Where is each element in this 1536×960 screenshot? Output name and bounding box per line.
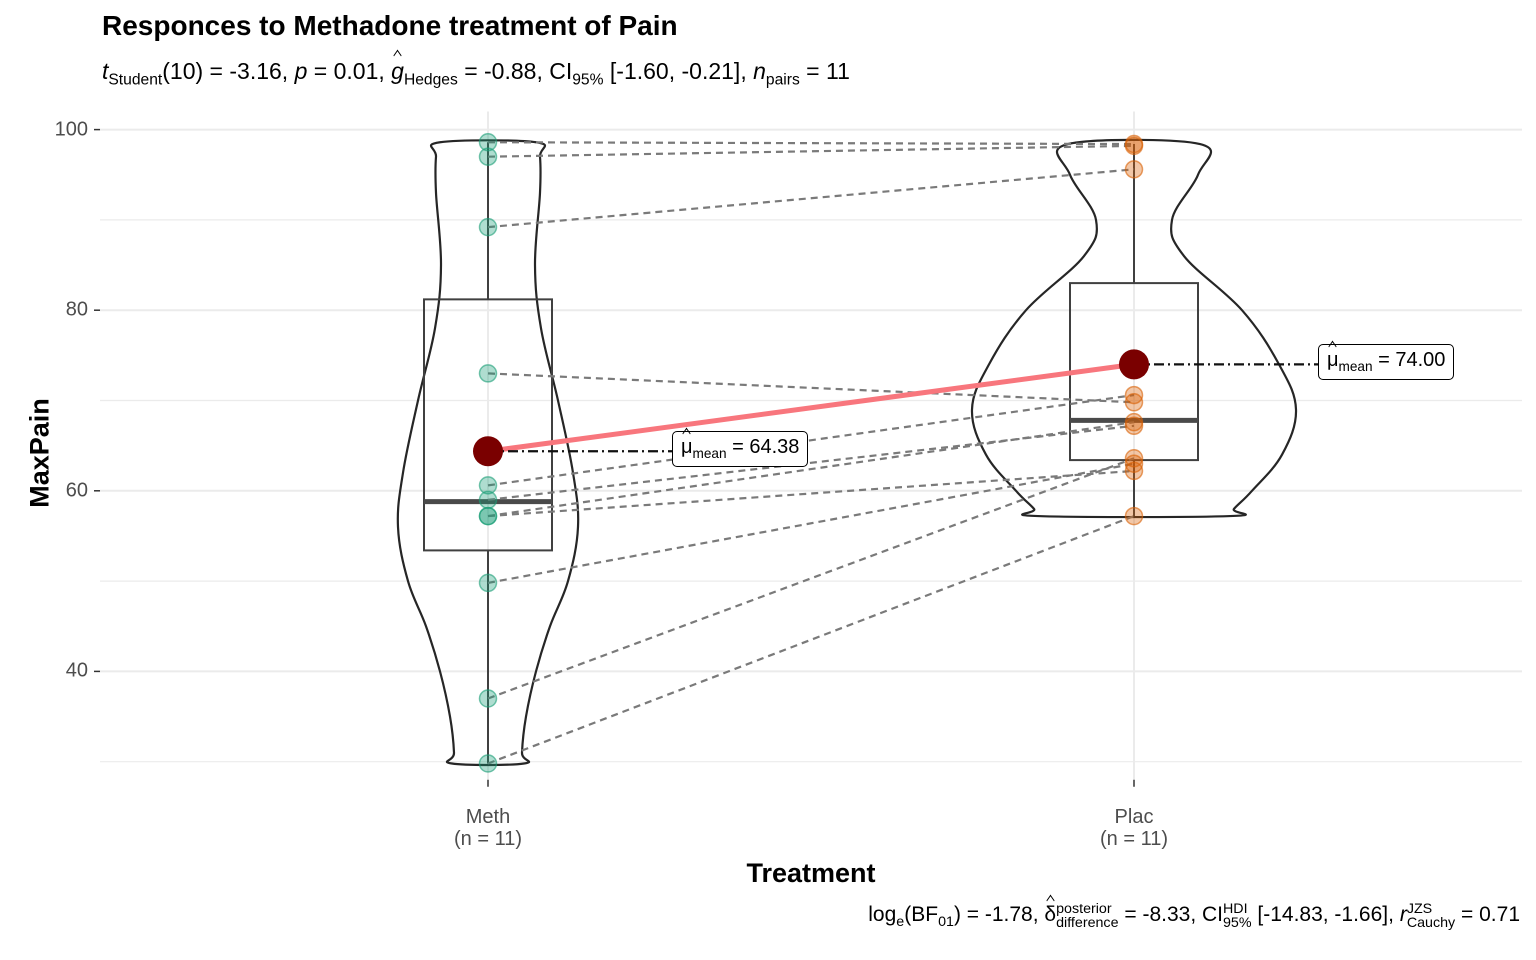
n-sub: pairs [765,71,800,89]
data-point-meth [478,147,498,166]
pair-line [487,141,1135,146]
bf-label: (BF [904,902,939,926]
violin-plac [970,138,1298,519]
data-point-plac [1124,136,1144,156]
data-point-meth [478,490,498,510]
pair-line [487,144,1135,158]
x-tick-label: Meth (n = 11) [388,806,588,850]
y-axis-title: MaxPain [24,398,55,508]
x-tick-count: (n = 11) [454,828,522,850]
g-value: = -0.88, CI [457,58,573,84]
data-point-plac [1124,160,1144,179]
bf-value: ) = -1.78, [953,902,1045,926]
mean-label-meth: μmean = 64.38 [672,431,809,467]
mean-point-meth [473,436,503,467]
mu-symbol: μ [681,436,693,459]
data-point-meth [478,506,498,526]
r-sup: JZS [1406,901,1433,917]
ci-hdi-sup: HDI [1222,901,1248,917]
data-point-meth [478,573,498,593]
box-iqr [423,298,553,552]
data-point-meth [478,754,498,773]
mean-connector [487,361,1135,454]
pair-line [487,457,1135,700]
data-point-plac [1124,412,1144,432]
x-tick-label: Plac (n = 11) [1034,806,1234,850]
g-label: g [391,58,404,84]
data-point-plac [1124,385,1144,405]
delta-symbol: δ [1044,902,1057,926]
r-label: r [1399,902,1407,926]
x-axis-title: Treatment [746,858,876,888]
x-tick-category: Meth [465,806,511,828]
data-point-plac [1124,454,1144,473]
y-tick-label: 60 [65,479,88,502]
chart-title: Responces to Methadone treatment of Pain [102,10,678,41]
r-sub: Cauchy [1406,915,1456,932]
mean-value: = 74.00 [1372,349,1446,372]
delta-sub: difference [1056,915,1119,932]
mu-symbol: μ [1327,349,1339,372]
mean-value: = 64.38 [726,436,800,459]
r-value: = 0.71 [1455,902,1520,926]
delta-sup: posterior [1056,901,1112,917]
t-value: (10) = -3.16, [162,58,295,84]
y-tick-label: 80 [65,298,88,321]
data-point-plac [1124,393,1144,412]
data-point-meth [478,364,498,383]
data-point-plac [1124,449,1144,468]
pair-line [487,393,1135,487]
data-point-meth [478,217,498,237]
x-tick-category: Plac [1114,806,1154,828]
mu-sub: mean [692,445,727,461]
t-label: t [102,58,109,84]
mu-sub: mean [1338,359,1373,375]
log-label: log [868,902,897,926]
data-point-meth [478,689,498,708]
pair-line [487,462,1135,584]
pair-line [487,469,1135,518]
p-value: = 0.01, [307,58,392,84]
y-tick-label: 40 [65,659,88,682]
pair-line [487,421,1135,518]
data-point-plac [1124,461,1144,481]
p-label: p [294,58,308,84]
y-tick-label: 100 [54,118,88,141]
n-label: n [753,58,766,84]
ci-sub: 95% [572,71,604,89]
t-sub: Student [108,71,163,89]
pair-line [487,168,1135,229]
pair-line [487,515,1135,765]
ci-hdi-value: [-14.83, -1.66], [1251,902,1400,926]
log-sub: e [896,913,905,930]
n-value: = 11 [799,58,850,84]
delta-value: = -8.33, CI [1118,902,1223,926]
mean-point-plac [1119,349,1149,380]
x-tick-count: (n = 11) [1100,828,1168,850]
data-point-meth [478,476,498,495]
g-sub: Hedges [403,71,458,89]
ci-value: [-1.60, -0.21], [603,58,754,84]
bf-sub: 01 [938,913,954,930]
mean-label-plac: μmean = 74.00 [1318,344,1455,381]
chart-caption: loge(BF01) = -1.78, δ posterior difference… [868,902,1520,931]
ci-hdi-sub: 95% [1222,915,1252,932]
data-point-meth [478,132,498,152]
chart-subtitle: tStudent(10) = -3.16, p = 0.01, gHedges … [102,58,850,89]
data-point-plac [1124,506,1144,526]
